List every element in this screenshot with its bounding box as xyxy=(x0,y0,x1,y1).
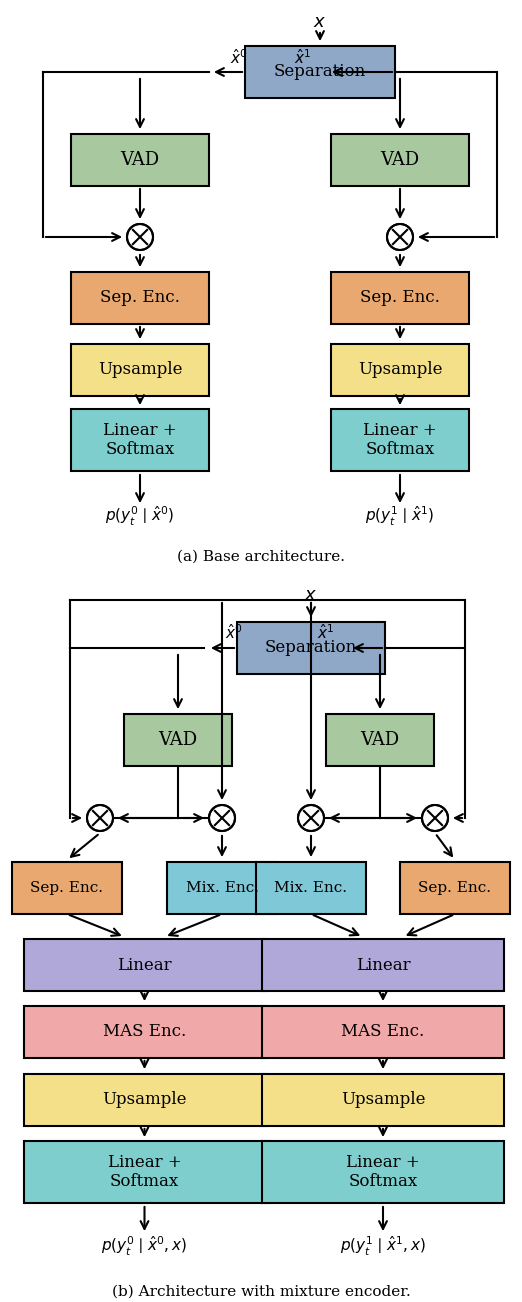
Text: $x$: $x$ xyxy=(304,586,317,604)
Text: Linear +
Softmax: Linear + Softmax xyxy=(363,422,437,458)
FancyBboxPatch shape xyxy=(23,1141,266,1203)
FancyBboxPatch shape xyxy=(262,1074,504,1126)
Text: Mix. Enc.: Mix. Enc. xyxy=(185,881,258,894)
FancyBboxPatch shape xyxy=(12,862,122,914)
Text: (b) Architecture with mixture encoder.: (b) Architecture with mixture encoder. xyxy=(112,1285,410,1299)
Text: $p(y_t^1 \mid \hat{x}^1, x)$: $p(y_t^1 \mid \hat{x}^1, x)$ xyxy=(340,1234,426,1258)
Text: $\hat{x}^0$: $\hat{x}^0$ xyxy=(225,624,243,642)
Text: MAS Enc.: MAS Enc. xyxy=(341,1023,424,1040)
Text: Linear: Linear xyxy=(355,957,410,974)
Text: $\hat{x}^1$: $\hat{x}^1$ xyxy=(317,624,335,642)
Text: Upsample: Upsample xyxy=(102,1091,187,1108)
Circle shape xyxy=(298,805,324,831)
FancyBboxPatch shape xyxy=(331,409,469,471)
Text: $\hat{x}^0$: $\hat{x}^0$ xyxy=(230,48,248,68)
Text: Linear: Linear xyxy=(117,957,172,974)
Text: (a) Base architecture.: (a) Base architecture. xyxy=(177,549,345,564)
Text: $p(y_t^0 \mid \hat{x}^0, x)$: $p(y_t^0 \mid \hat{x}^0, x)$ xyxy=(101,1234,187,1258)
Text: VAD: VAD xyxy=(381,151,420,169)
Text: Upsample: Upsample xyxy=(358,362,442,379)
FancyBboxPatch shape xyxy=(256,862,366,914)
Text: $\hat{x}^1$: $\hat{x}^1$ xyxy=(294,48,312,68)
Text: Sep. Enc.: Sep. Enc. xyxy=(419,881,492,894)
Text: Sep. Enc.: Sep. Enc. xyxy=(30,881,103,894)
FancyBboxPatch shape xyxy=(124,713,232,766)
FancyBboxPatch shape xyxy=(400,862,510,914)
Text: VAD: VAD xyxy=(159,730,197,749)
Text: VAD: VAD xyxy=(360,730,399,749)
FancyBboxPatch shape xyxy=(331,344,469,396)
Circle shape xyxy=(127,224,153,250)
Text: Upsample: Upsample xyxy=(341,1091,425,1108)
FancyBboxPatch shape xyxy=(262,1141,504,1203)
FancyBboxPatch shape xyxy=(262,939,504,991)
FancyBboxPatch shape xyxy=(71,272,209,324)
FancyBboxPatch shape xyxy=(237,622,385,674)
FancyBboxPatch shape xyxy=(71,344,209,396)
FancyBboxPatch shape xyxy=(326,713,434,766)
Text: MAS Enc.: MAS Enc. xyxy=(103,1023,186,1040)
Text: Linear +
Softmax: Linear + Softmax xyxy=(108,1154,181,1190)
FancyBboxPatch shape xyxy=(331,272,469,324)
Text: Mix. Enc.: Mix. Enc. xyxy=(275,881,348,894)
FancyBboxPatch shape xyxy=(245,46,395,98)
Text: $p(y_t^0 \mid \hat{x}^0)$: $p(y_t^0 \mid \hat{x}^0)$ xyxy=(105,504,175,527)
Circle shape xyxy=(387,224,413,250)
FancyBboxPatch shape xyxy=(71,409,209,471)
Text: $x$: $x$ xyxy=(313,13,327,31)
Text: Separation: Separation xyxy=(274,64,366,81)
FancyBboxPatch shape xyxy=(23,1006,266,1059)
FancyBboxPatch shape xyxy=(71,134,209,186)
FancyBboxPatch shape xyxy=(23,1074,266,1126)
Circle shape xyxy=(422,805,448,831)
Text: Linear +
Softmax: Linear + Softmax xyxy=(346,1154,420,1190)
FancyBboxPatch shape xyxy=(262,1006,504,1059)
Circle shape xyxy=(209,805,235,831)
Text: Separation: Separation xyxy=(265,639,357,656)
FancyBboxPatch shape xyxy=(167,862,277,914)
Text: VAD: VAD xyxy=(121,151,160,169)
Circle shape xyxy=(87,805,113,831)
Text: Linear +
Softmax: Linear + Softmax xyxy=(103,422,177,458)
Text: Upsample: Upsample xyxy=(98,362,182,379)
Text: Sep. Enc.: Sep. Enc. xyxy=(360,289,440,306)
Text: $p(y_t^1 \mid \hat{x}^1)$: $p(y_t^1 \mid \hat{x}^1)$ xyxy=(365,504,435,527)
FancyBboxPatch shape xyxy=(331,134,469,186)
FancyBboxPatch shape xyxy=(23,939,266,991)
Text: Sep. Enc.: Sep. Enc. xyxy=(100,289,180,306)
